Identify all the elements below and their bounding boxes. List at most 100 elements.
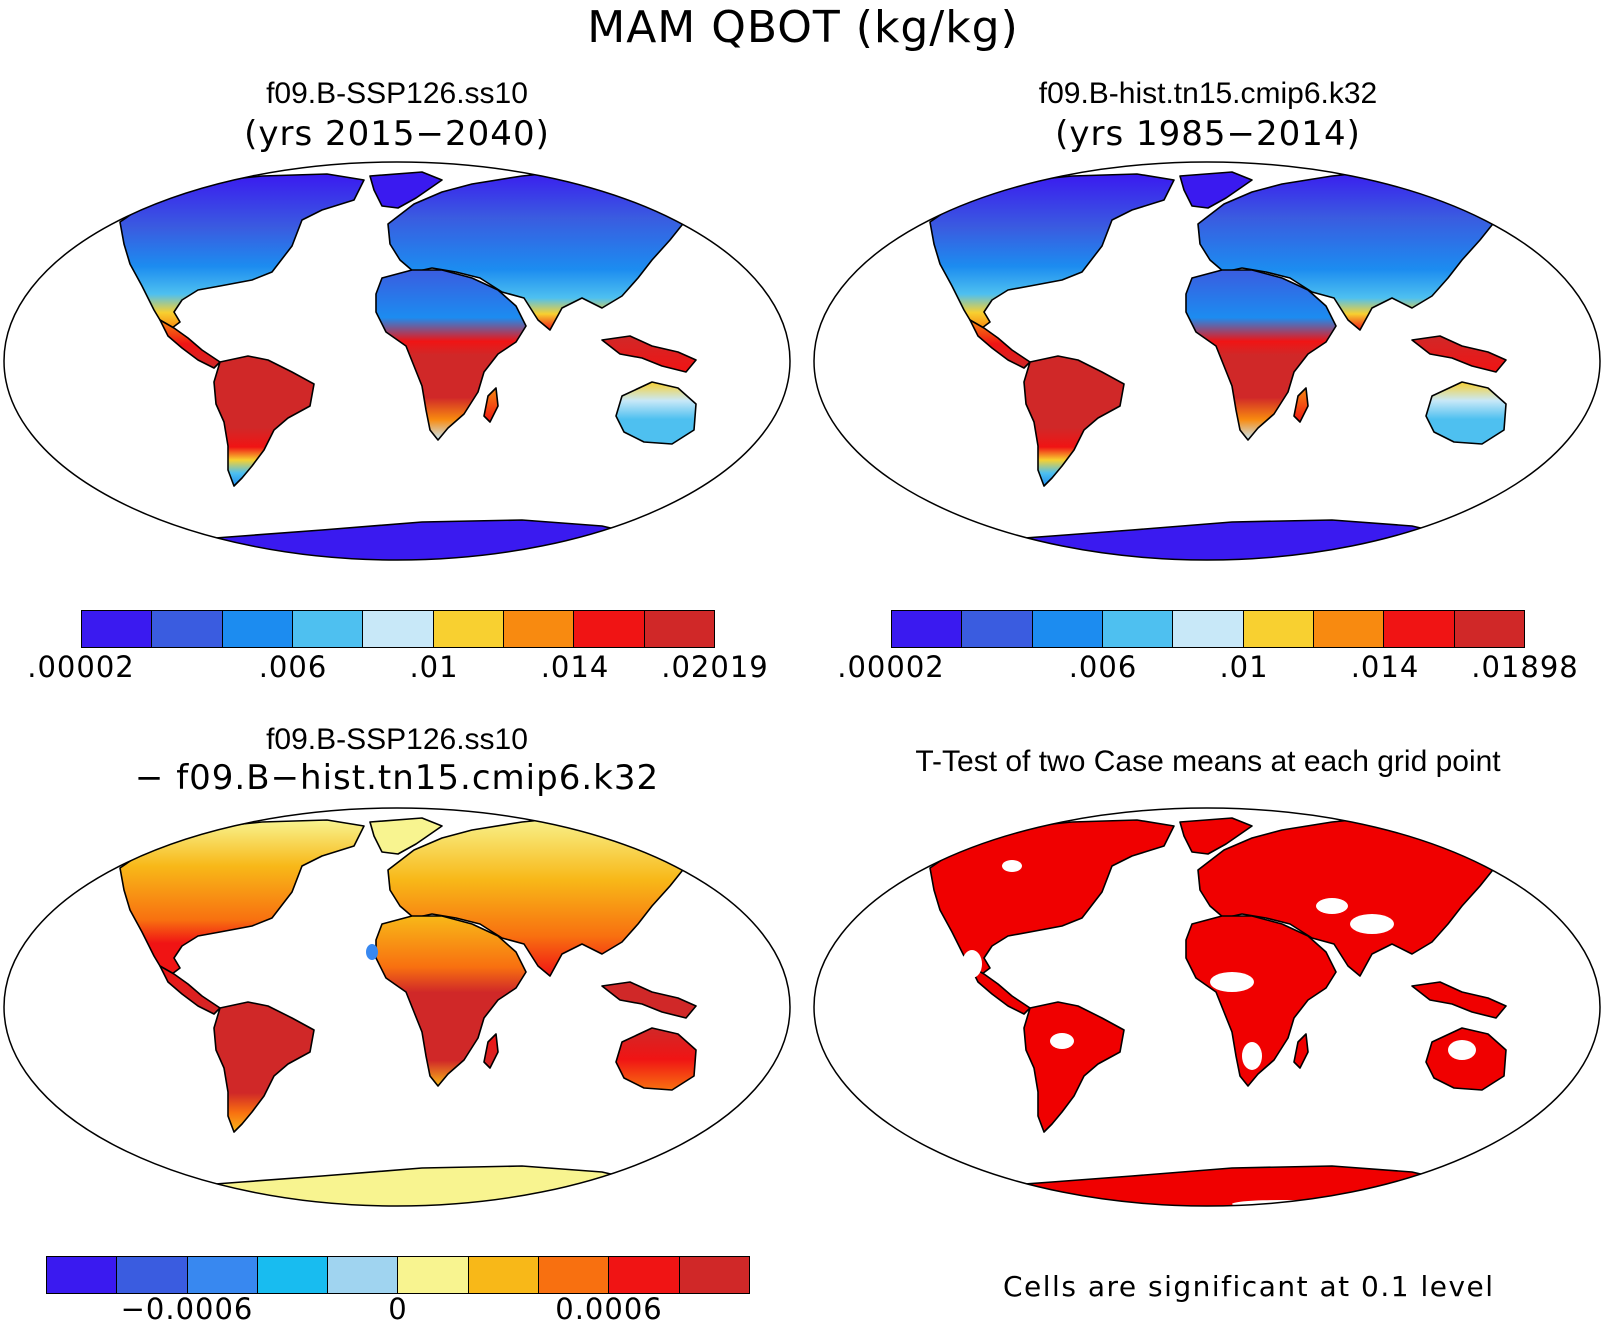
landmass-na — [929, 173, 1175, 329]
colorbar-box — [892, 611, 963, 647]
colorbar-box — [644, 611, 714, 647]
world-map-top-left — [3, 161, 791, 561]
landmass-madagascar — [483, 387, 499, 423]
colorbar-box — [1032, 611, 1103, 647]
landmass-greenland — [369, 817, 443, 855]
colorbar-box — [609, 1257, 680, 1293]
landmass-africa — [1185, 915, 1337, 1087]
map-boundary — [3, 161, 791, 561]
nonsignificant-patch — [1210, 972, 1254, 992]
colorbar-box — [468, 1257, 540, 1293]
landmass-ca — [969, 965, 1031, 1015]
landmass-greenland — [1179, 817, 1253, 855]
colorbar-box — [1243, 611, 1314, 647]
map-boundary — [813, 161, 1601, 561]
colorbar-box — [47, 1257, 118, 1293]
nonsignificant-patch — [1050, 1033, 1074, 1049]
colorbar-label: −0.0006 — [120, 1292, 254, 1326]
colorbar-box — [574, 611, 645, 647]
colorbar-box — [292, 611, 364, 647]
colorbar-box — [433, 611, 504, 647]
world-map-bottom-left — [3, 807, 791, 1207]
colorbar-label: 0.0006 — [555, 1292, 663, 1326]
colorbar-box — [539, 1257, 610, 1293]
colorbar-box — [962, 611, 1033, 647]
figure-title: MAM QBOT (kg/kg) — [587, 2, 1019, 53]
colorbar-box — [117, 1257, 188, 1293]
colorbar-label: .006 — [1068, 650, 1138, 684]
colorbar-box — [679, 1257, 749, 1293]
panel-title-bottom-right: T-Test of two Case means at each grid po… — [915, 745, 1501, 778]
colorbar-box — [1313, 611, 1385, 647]
colorbar-label: .01898 — [1471, 650, 1579, 684]
landmass-ca — [159, 319, 221, 369]
nonsignificant-patch — [1002, 860, 1022, 872]
colorbar-label: .01 — [409, 650, 459, 684]
panel-title-bottom-left: f09.B-SSP126.ss10 — [266, 723, 528, 756]
landmass-africa — [375, 269, 527, 441]
landmass-greenland — [369, 171, 443, 209]
colorbar-box — [363, 611, 434, 647]
negative-anomaly-patch — [366, 944, 378, 960]
landmass-ca — [969, 319, 1031, 369]
colorbar-label: 0 — [388, 1292, 408, 1326]
colorbar-label: .00002 — [27, 650, 135, 684]
colorbar-bottom-left — [46, 1256, 750, 1294]
colorbar-box — [152, 611, 223, 647]
map-boundary — [813, 807, 1601, 1207]
world-map-bottom-right — [813, 807, 1601, 1207]
landmass-sa — [1023, 355, 1125, 487]
colorbar-box — [398, 1257, 469, 1293]
landmass-africa — [1185, 269, 1337, 441]
colorbar-box — [328, 1257, 399, 1293]
panel-title-top-left: f09.B-SSP126.ss10 — [266, 77, 528, 110]
landmass-australia — [615, 381, 697, 445]
nonsignificant-patch — [1372, 1194, 1452, 1206]
landmass-indonesia — [601, 335, 697, 373]
landmass-sa — [1023, 1001, 1125, 1133]
landmass-indonesia — [601, 981, 697, 1019]
landmass-sa — [213, 355, 315, 487]
significance-note: Cells are significant at 0.1 level — [1003, 1270, 1495, 1303]
landmass-madagascar — [483, 1033, 499, 1069]
colorbar-label: .006 — [258, 650, 328, 684]
colorbar-top-left — [81, 610, 715, 648]
colorbar-box — [257, 1257, 329, 1293]
landmass-australia — [615, 1027, 697, 1091]
nonsignificant-patch — [1232, 1200, 1332, 1206]
nonsignificant-patch — [1316, 898, 1348, 914]
landmass-africa — [375, 915, 527, 1087]
colorbar-box — [222, 611, 293, 647]
panel-title-top-right: f09.B-hist.tn15.cmip6.k32 — [1038, 77, 1378, 110]
landmass-na — [929, 819, 1175, 975]
nonsignificant-patch — [1242, 1042, 1262, 1070]
world-map-top-right — [813, 161, 1601, 561]
landmass-madagascar — [1293, 1033, 1309, 1069]
panel-subtitle-top-left: (yrs 2015−2040) — [244, 114, 550, 154]
landmass-ca — [159, 965, 221, 1015]
panel-subtitle-top-right: (yrs 1985−2014) — [1055, 114, 1361, 154]
colorbar-label: .014 — [1350, 650, 1420, 684]
colorbar-box — [1454, 611, 1524, 647]
colorbar-box — [187, 1257, 258, 1293]
landmass-indonesia — [1411, 981, 1507, 1019]
colorbar-box — [1102, 611, 1174, 647]
nonsignificant-patch — [1350, 914, 1394, 934]
nonsignificant-patch — [1448, 1040, 1476, 1060]
colorbar-top-right — [891, 610, 1525, 648]
colorbar-box — [503, 611, 575, 647]
nonsignificant-patch — [962, 950, 982, 978]
panel-subtitle-bottom-left: − f09.B−hist.tn15.cmip6.k32 — [134, 758, 660, 798]
map-boundary — [3, 807, 791, 1207]
landmass-indonesia — [1411, 335, 1507, 373]
colorbar-label: .02019 — [661, 650, 769, 684]
landmass-madagascar — [1293, 387, 1309, 423]
colorbar-box — [1173, 611, 1244, 647]
colorbar-box — [82, 611, 153, 647]
landmass-greenland — [1179, 171, 1253, 209]
landmass-na — [119, 173, 365, 329]
colorbar-label: .014 — [540, 650, 610, 684]
colorbar-label: .00002 — [837, 650, 945, 684]
landmass-australia — [1425, 381, 1507, 445]
colorbar-box — [1384, 611, 1455, 647]
